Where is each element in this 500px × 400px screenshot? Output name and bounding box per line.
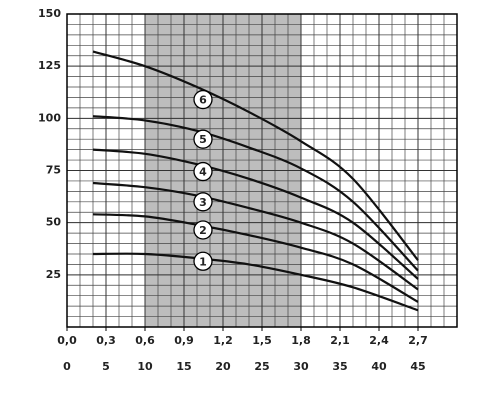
x-tick-label: 0,3 [96,334,116,347]
curve-label: 6 [199,94,207,107]
x2-tick-label: 40 [371,360,387,373]
curve-label: 5 [199,133,207,146]
pump-curve [92,181,419,291]
pump-curve [92,213,419,303]
pump-curve [92,50,419,261]
x2-tick-label: 20 [215,360,231,373]
x-tick-label: 2,1 [330,334,350,347]
x-tick-label: 2,4 [369,334,389,347]
x2-tick-label: 15 [176,360,191,373]
curve-badge [193,161,213,182]
curve-badge [193,89,213,110]
x2-tick-label: 25 [254,360,269,373]
y-tick-label: 150 [38,7,61,20]
plot-frame [66,13,458,328]
curve-badge [193,220,213,240]
curve-badge [193,251,213,271]
y-tick-label: 125 [38,59,61,72]
x2-tick-label: 30 [293,360,309,373]
curve-label: 4 [199,166,207,179]
x2-tick-label: 10 [137,360,153,373]
curve-label: 2 [199,224,207,237]
y-tick-label: 75 [46,164,61,177]
x-tick-label: 0,9 [174,334,194,347]
pump-curve [92,115,419,272]
y-tick-label: 50 [46,216,62,229]
curve-badge [193,192,213,212]
x-tick-label: 1,8 [291,334,311,347]
x-tick-label: 0,6 [135,334,155,347]
x2-tick-label: 5 [102,360,110,373]
y-tick-label: 100 [38,111,61,124]
pump-curve [92,252,419,312]
x2-tick-label: 0 [63,360,71,373]
curve-label: 3 [199,196,207,209]
y-tick-label: 25 [46,268,61,281]
pump-curve [92,148,419,280]
x2-tick-label: 35 [332,360,347,373]
x-tick-label: 2,7 [408,334,428,347]
x2-tick-label: 45 [410,360,425,373]
x-tick-label: 1,5 [252,334,272,347]
x-tick-label: 0,0 [57,334,77,347]
curve-badge [193,129,213,149]
x-tick-label: 1,2 [213,334,233,347]
curve-label: 1 [199,255,207,268]
